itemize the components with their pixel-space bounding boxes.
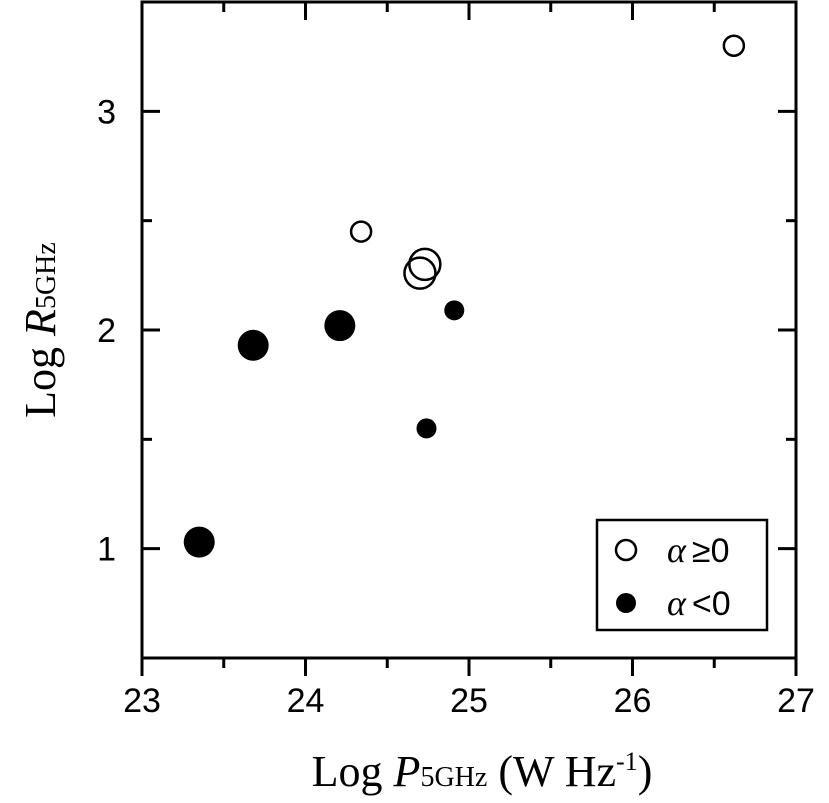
x-tick-label: 25 bbox=[450, 682, 488, 720]
legend: α ≥0 α <0 bbox=[595, 518, 769, 632]
open-circle-point bbox=[408, 247, 442, 282]
legend-filled-symbol: α bbox=[667, 583, 687, 623]
filled-circle-point bbox=[416, 418, 437, 439]
y-tick-label: 3 bbox=[97, 93, 116, 131]
x-tick-label: 23 bbox=[123, 682, 161, 720]
filled-circle-point bbox=[183, 526, 215, 558]
y-tick-label: 2 bbox=[97, 312, 116, 350]
y-tick-label: 1 bbox=[97, 531, 116, 569]
data-points bbox=[183, 34, 746, 558]
filled-circle-point bbox=[444, 300, 465, 321]
x-tick-label: 27 bbox=[777, 682, 815, 720]
x-tick-label: 24 bbox=[287, 682, 325, 720]
x-tick-label: 26 bbox=[614, 682, 652, 720]
x-axis-title-subscript: 5GHz bbox=[420, 762, 487, 793]
open-circle-point bbox=[722, 34, 746, 57]
y-axis-title: Log R5GHz bbox=[16, 242, 65, 418]
axis-ticks bbox=[140, 0, 798, 676]
y-axis-title-prefix: Log bbox=[16, 336, 65, 418]
filled-circle-point bbox=[237, 329, 269, 361]
x-axis-title-unit: (W Hz bbox=[487, 747, 616, 796]
x-axis-title-unit-exponent: -1 bbox=[616, 747, 638, 776]
x-axis-title-unit-close: ) bbox=[638, 747, 653, 796]
filled-circle-point bbox=[324, 310, 356, 342]
legend-filled-label: α <0 bbox=[667, 583, 731, 623]
x-axis-title: Log P5GHz (W Hz-1) bbox=[312, 747, 653, 796]
open-circle-point bbox=[349, 220, 373, 243]
legend-open-relation: ≥0 bbox=[692, 532, 730, 570]
y-axis-title-subscript: 5GHz bbox=[31, 242, 62, 309]
y-axis-title-symbol: R bbox=[16, 309, 65, 337]
legend-open-label: α ≥0 bbox=[667, 530, 729, 570]
open-circle-point bbox=[403, 256, 437, 290]
x-axis-title-symbol: P bbox=[393, 747, 421, 796]
legend-filled-relation: <0 bbox=[692, 585, 731, 623]
x-axis-title-prefix: Log bbox=[312, 747, 394, 796]
legend-open-symbol: α bbox=[667, 530, 687, 570]
legend-filled-circle-marker bbox=[616, 593, 636, 613]
legend-open-circle-marker bbox=[614, 538, 638, 562]
